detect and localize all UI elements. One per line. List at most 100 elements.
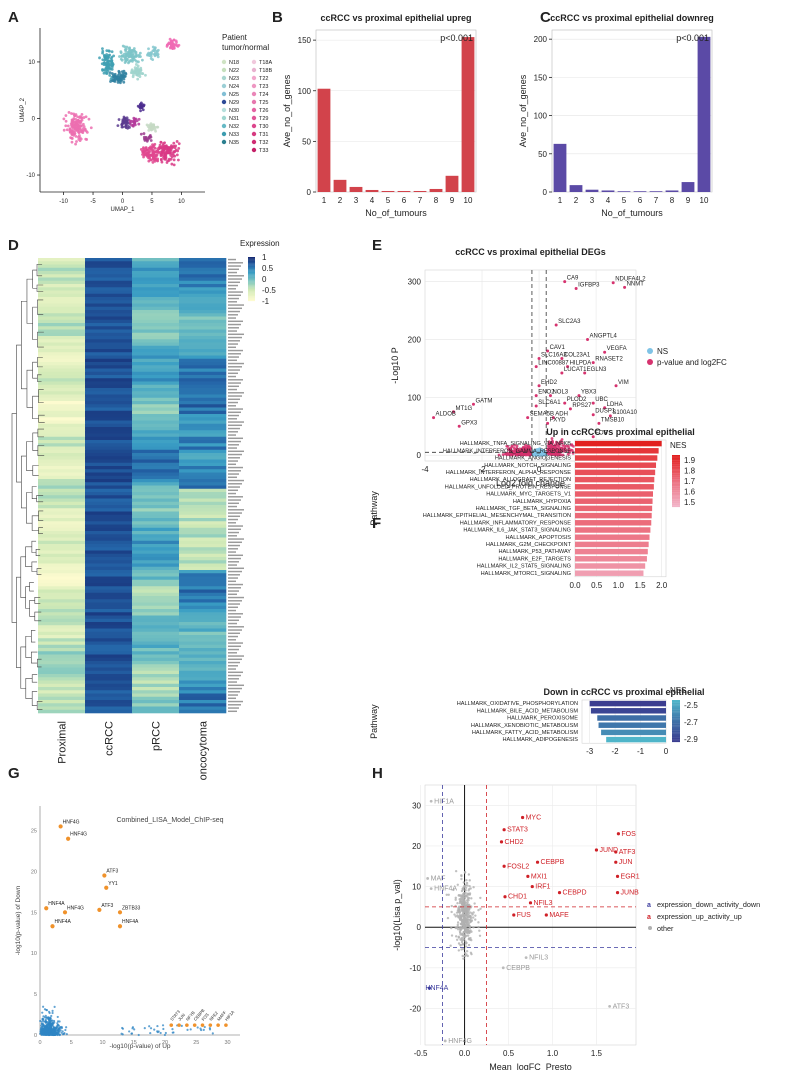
heatmap-legend-step xyxy=(248,280,255,282)
heatmap-row-label-mark xyxy=(228,681,237,683)
heatmap-cell xyxy=(38,310,86,314)
heatmap-cell xyxy=(179,635,227,639)
lisa-point xyxy=(63,1031,66,1035)
heatmap-cell xyxy=(132,654,180,659)
umap-point xyxy=(140,104,144,107)
heatmap-row-label-mark xyxy=(228,577,238,579)
heatmap-cell xyxy=(179,696,227,701)
activity-point-other-labeled xyxy=(429,799,433,803)
umap-legend-label: T18B xyxy=(259,68,272,74)
umap-point xyxy=(64,114,68,117)
lisa-point xyxy=(48,1011,51,1015)
activity-legend-swatch: a xyxy=(647,902,651,909)
lisa-point xyxy=(58,1033,62,1036)
heatmap-row-label-mark xyxy=(228,502,239,505)
umap-point xyxy=(137,117,141,121)
umap-point xyxy=(122,119,126,123)
activity-point-other xyxy=(460,874,463,878)
umap-point xyxy=(153,53,157,57)
heatmap-cell xyxy=(38,602,86,607)
heatmap-cell xyxy=(38,297,86,301)
activity-point-other-labeled xyxy=(524,956,528,960)
activity-point-up xyxy=(614,860,618,864)
gsea-down-x-tick-label: -1 xyxy=(637,747,645,756)
umap-legend-swatch xyxy=(251,139,257,145)
heatmap-cell xyxy=(38,267,86,272)
umap-point xyxy=(141,58,144,62)
umap-point xyxy=(142,149,146,153)
lisa-point xyxy=(41,1011,44,1014)
umap-point xyxy=(131,56,134,60)
volcano-gene-label: CAV1 xyxy=(550,345,566,351)
heatmap-row-label-mark xyxy=(228,505,237,508)
heatmap-cell xyxy=(132,534,180,538)
heatmap-cell xyxy=(85,310,133,314)
umap-point xyxy=(116,77,120,81)
gsea-up-legend-step xyxy=(672,455,680,457)
activity-point-other xyxy=(464,888,467,892)
heatmap-legend-tick-label: 0 xyxy=(262,275,267,284)
umap-point xyxy=(159,150,163,154)
heatmap-cell xyxy=(132,501,180,506)
heatmap-cell xyxy=(179,628,227,633)
activity-legend-label: other xyxy=(657,924,674,933)
heatmap-cell xyxy=(132,514,180,519)
gsea-down-legend-step xyxy=(672,735,680,737)
activity-point-other xyxy=(478,934,482,937)
heatmap-column-label: oncocytoma xyxy=(198,720,210,780)
activity-tf-label-up: FUS xyxy=(517,912,531,919)
heatmap-cell xyxy=(85,628,133,633)
heatmap-row-label-mark xyxy=(228,366,242,368)
gsea-up-legend-tick-label: 1.5 xyxy=(684,498,696,507)
gsea-down-pathway-label: HALLMARK_ADIPOGENESIS xyxy=(502,737,578,743)
upreg-x-tick-label: 10 xyxy=(464,196,473,205)
lisa-point xyxy=(137,1033,140,1037)
heatmap-cell xyxy=(179,375,227,379)
heatmap-cell xyxy=(38,709,86,714)
activity-point-other xyxy=(471,913,474,916)
heatmap-cell xyxy=(132,436,180,441)
heatmap-cell xyxy=(38,674,86,678)
heatmap-cell xyxy=(132,371,180,376)
lisa-point xyxy=(130,1032,134,1035)
heatmap-cell xyxy=(38,300,86,304)
heatmap-cell xyxy=(38,534,86,538)
gsea-down-legend-step xyxy=(672,722,680,724)
heatmap-row-label-mark xyxy=(228,460,238,462)
gsea-up-pathway-label: HALLMARK_ALLOGRAFT_REJECTION xyxy=(470,477,571,483)
heatmap-cell xyxy=(179,336,227,340)
umap-point xyxy=(107,59,111,63)
gsea-down-legend-step xyxy=(672,736,680,738)
heatmap-cell xyxy=(85,514,133,519)
heatmap-cell xyxy=(179,381,227,386)
heatmap-cell xyxy=(85,537,133,542)
heatmap-row-label-mark xyxy=(228,652,237,654)
heatmap-cell xyxy=(85,381,133,386)
heatmap-cell xyxy=(179,449,227,454)
heatmap-cell xyxy=(38,436,86,441)
heatmap-cell xyxy=(179,599,227,603)
lisa-point xyxy=(121,1033,124,1036)
heatmap-cell xyxy=(85,592,133,597)
heatmap-dendrogram xyxy=(11,263,45,710)
umap-point xyxy=(82,125,86,128)
upreg-bar xyxy=(397,190,411,192)
heatmap-cell xyxy=(132,313,180,317)
gsea-up-bar xyxy=(575,440,662,447)
heatmap-cell xyxy=(132,674,180,678)
gsea-up-legend-step xyxy=(672,462,680,465)
gsea-down-legend-step xyxy=(672,712,680,715)
volcano-point-ns xyxy=(541,452,545,456)
heatmap-cell xyxy=(38,407,86,412)
activity-point-other xyxy=(460,889,464,893)
gsea-up-pathway-label: HALLMARK_INFLAMMATORY_RESPONSE xyxy=(460,520,572,526)
umap-point xyxy=(82,116,86,119)
heatmap-cell xyxy=(179,306,227,311)
lisa-point-highlight xyxy=(169,1023,174,1027)
heatmap-cell xyxy=(132,550,180,555)
umap-point xyxy=(165,151,169,154)
heatmap-cell xyxy=(85,534,133,538)
gsea-up-pathway-label: HALLMARK_G2M_CHECKPOINT xyxy=(486,542,572,548)
umap-point xyxy=(64,119,68,123)
heatmap-cell xyxy=(85,384,133,389)
